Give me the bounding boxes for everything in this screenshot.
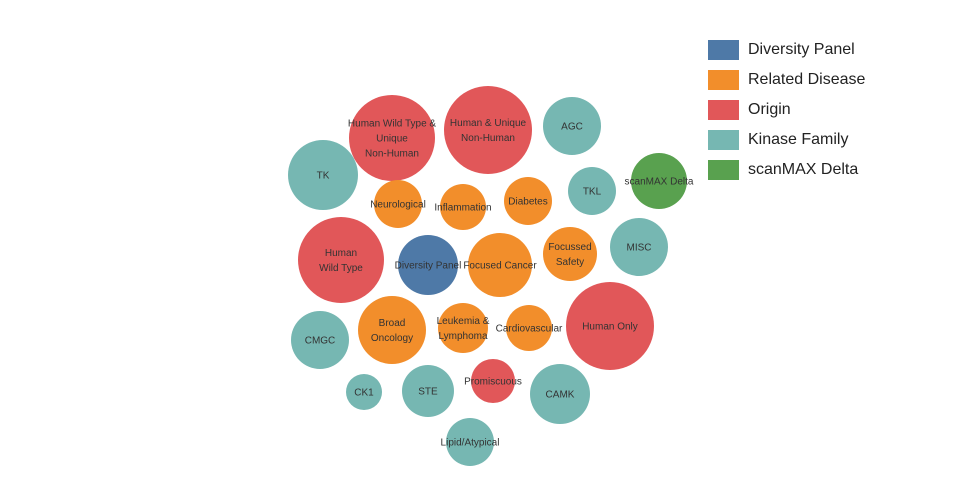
- bubble-circle[interactable]: [398, 235, 458, 295]
- bubble-circle[interactable]: [610, 218, 668, 276]
- bubble-cardiovascular[interactable]: Cardiovascular: [496, 305, 563, 351]
- legend: Diversity Panel Related Disease Origin K…: [708, 35, 865, 185]
- bubble-lipid-atypical[interactable]: Lipid/Atypical: [441, 418, 500, 466]
- bubble-diabetes[interactable]: Diabetes: [504, 177, 552, 225]
- bubble-label: Broad Oncology: [371, 318, 413, 344]
- bubble-label: TK: [317, 171, 330, 182]
- bubble-broad-oncology[interactable]: Broad Oncology: [358, 296, 426, 364]
- bubble-circle[interactable]: [298, 217, 384, 303]
- bubble-agc[interactable]: AGC: [543, 97, 601, 155]
- bubble-label: Diabetes: [508, 197, 547, 208]
- bubble-circle[interactable]: [374, 180, 422, 228]
- bubble-circle[interactable]: [568, 167, 616, 215]
- bubble-leukemia-lymphoma[interactable]: Leukemia & Lymphoma: [437, 303, 490, 353]
- bubble-circle[interactable]: [530, 364, 590, 424]
- bubble-label: Promiscuous: [464, 377, 522, 388]
- legend-label: Diversity Panel: [748, 41, 855, 58]
- legend-label: Kinase Family: [748, 131, 849, 148]
- bubble-label: Focused Cancer: [463, 261, 537, 272]
- bubble-label: Neurological: [370, 200, 426, 211]
- legend-swatch: [708, 130, 739, 150]
- bubble-label: Diversity Panel: [395, 261, 462, 272]
- bubble-circle[interactable]: [631, 153, 687, 209]
- bubble-label: scanMAX Delta: [625, 177, 694, 188]
- bubble-diversity-panel[interactable]: Diversity Panel: [395, 235, 462, 295]
- legend-item-diversity-panel[interactable]: Diversity Panel: [708, 35, 865, 65]
- legend-label: scanMAX Delta: [748, 161, 859, 178]
- bubble-label: Lipid/Atypical: [441, 438, 500, 449]
- bubble-label: MISC: [627, 243, 652, 254]
- legend-item-scanmax-delta[interactable]: scanMAX Delta: [708, 155, 865, 185]
- bubble-label: Human & Unique Non-Human: [450, 118, 527, 144]
- bubble-focused-cancer[interactable]: Focused Cancer: [463, 233, 537, 297]
- bubble-circle[interactable]: [543, 97, 601, 155]
- bubble-label: TKL: [583, 187, 602, 198]
- bubble-label: CK1: [354, 388, 374, 399]
- bubble-human-wild-type-unique-non-human[interactable]: Human Wild Type & Unique Non-Human: [348, 95, 437, 181]
- bubble-circle[interactable]: [402, 365, 454, 417]
- legend-swatch: [708, 70, 739, 90]
- bubble-camk[interactable]: CAMK: [530, 364, 590, 424]
- bubble-circle[interactable]: [446, 418, 494, 466]
- bubble-focussed-safety[interactable]: Focussed Safety: [543, 227, 597, 281]
- legend-swatch: [708, 160, 739, 180]
- bubble-human-unique-non-human[interactable]: Human & Unique Non-Human: [444, 86, 532, 174]
- legend-swatch: [708, 100, 739, 120]
- bubble-human-wild-type[interactable]: Human Wild Type: [298, 217, 384, 303]
- bubble-circle[interactable]: [506, 305, 552, 351]
- legend-item-kinase-family[interactable]: Kinase Family: [708, 125, 865, 155]
- legend-label: Related Disease: [748, 71, 866, 88]
- legend-item-origin[interactable]: Origin: [708, 95, 865, 125]
- bubble-circle[interactable]: [358, 296, 426, 364]
- legend-item-related-disease[interactable]: Related Disease: [708, 65, 865, 95]
- bubble-circle[interactable]: [440, 184, 486, 230]
- bubble-label: CMGC: [305, 336, 336, 347]
- legend-label: Origin: [748, 101, 791, 118]
- bubble-label: STE: [418, 387, 438, 398]
- bubble-neurological[interactable]: Neurological: [370, 180, 426, 228]
- bubble-circle[interactable]: [543, 227, 597, 281]
- legend-swatch: [708, 40, 739, 60]
- bubble-label: Human Wild Type & Unique Non-Human: [348, 119, 437, 160]
- bubble-circle[interactable]: [438, 303, 488, 353]
- bubble-label: Inflammation: [434, 203, 491, 214]
- bubble-circle[interactable]: [291, 311, 349, 369]
- bubble-circle[interactable]: [349, 95, 435, 181]
- bubble-cmgc[interactable]: CMGC: [291, 311, 349, 369]
- bubble-label: Human Wild Type: [319, 248, 363, 274]
- bubble-tkl[interactable]: TKL: [568, 167, 616, 215]
- bubble-scanmax-delta[interactable]: scanMAX Delta: [625, 153, 694, 209]
- bubble-ck1[interactable]: CK1: [346, 374, 382, 410]
- bubble-label: Leukemia & Lymphoma: [437, 316, 490, 342]
- bubble-human-only[interactable]: Human Only: [566, 282, 654, 370]
- bubble-misc[interactable]: MISC: [610, 218, 668, 276]
- bubble-circle[interactable]: [504, 177, 552, 225]
- bubble-label: Cardiovascular: [496, 324, 563, 335]
- bubble-circle[interactable]: [444, 86, 532, 174]
- bubble-circle[interactable]: [566, 282, 654, 370]
- bubble-inflammation[interactable]: Inflammation: [434, 184, 492, 230]
- bubble-circle[interactable]: [468, 233, 532, 297]
- bubble-label: Focussed Safety: [548, 242, 591, 268]
- bubble-label: Human Only: [582, 322, 638, 333]
- bubble-label: AGC: [561, 122, 583, 133]
- bubble-circle[interactable]: [471, 359, 515, 403]
- bubble-promiscuous[interactable]: Promiscuous: [464, 359, 522, 403]
- bubble-circle[interactable]: [288, 140, 358, 210]
- bubble-ste[interactable]: STE: [402, 365, 454, 417]
- bubble-circle[interactable]: [346, 374, 382, 410]
- bubble-tk[interactable]: TK: [288, 140, 358, 210]
- bubble-label: CAMK: [546, 390, 575, 401]
